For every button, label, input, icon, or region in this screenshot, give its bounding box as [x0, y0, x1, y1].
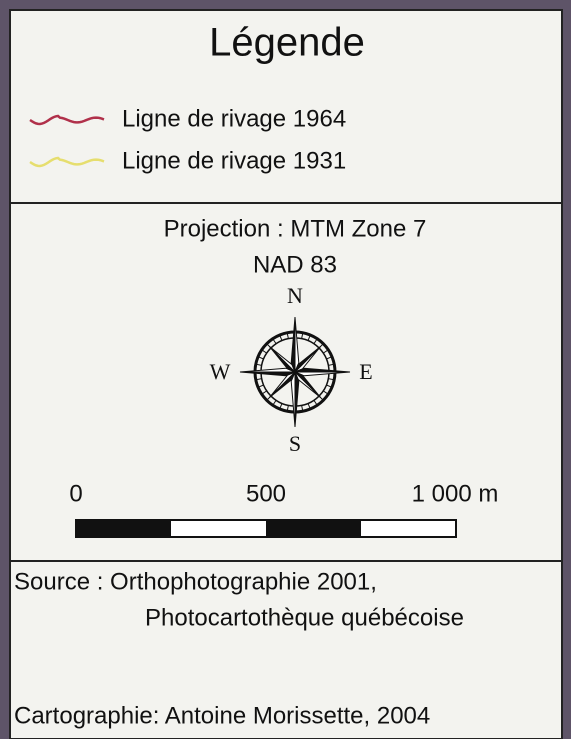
projection-text: NAD 83	[253, 251, 337, 278]
compass-tick	[301, 332, 304, 339]
scale-label: 0	[69, 480, 82, 507]
scale-label: 500	[246, 480, 286, 507]
compass-tick	[279, 403, 283, 410]
compass-tick	[286, 405, 289, 412]
compass-tick	[255, 363, 262, 366]
compass-tick	[313, 399, 318, 406]
compass-label: E	[359, 359, 372, 384]
compass-tick	[279, 334, 283, 341]
compass-tick	[307, 334, 311, 341]
projection-text: Projection : MTM Zone 7	[164, 215, 427, 242]
compass-tick	[322, 390, 329, 395]
legend-symbol	[29, 156, 105, 168]
compass-tick	[257, 384, 264, 388]
compass-tick	[328, 363, 335, 366]
compass-tick	[261, 349, 268, 354]
legend-label: Ligne de rivage 1964	[122, 105, 346, 132]
legend-title: Légende	[209, 21, 365, 65]
compass-label: W	[210, 359, 231, 384]
legend-label: Ligne de rivage 1931	[122, 147, 346, 174]
legend-symbol	[29, 114, 105, 126]
compass-tick	[328, 378, 335, 381]
compass-tick	[261, 390, 268, 395]
compass-tick	[326, 356, 333, 360]
compass-tick	[255, 378, 262, 381]
compass-tick	[326, 384, 333, 388]
scale-segment	[266, 520, 361, 537]
compass-label: S	[289, 431, 301, 456]
compass-label: N	[287, 283, 303, 308]
compass-tick	[272, 338, 277, 345]
compass-tick	[307, 403, 311, 410]
compass-tick	[257, 356, 264, 360]
compass-tick	[322, 349, 329, 354]
compass-tick	[286, 332, 289, 339]
compass-tick	[313, 338, 318, 345]
credit-text: Cartographie: Antoine Morissette, 2004	[14, 702, 430, 729]
source-text: Photocartothèque québécoise	[145, 604, 464, 631]
scale-segment	[76, 520, 171, 537]
compass-point	[269, 346, 296, 373]
scale-label: 1 000 m	[412, 480, 499, 507]
compass-tick	[301, 405, 304, 412]
compass-tick	[272, 399, 277, 406]
source-text: Source : Orthophotographie 2001,	[14, 568, 377, 595]
